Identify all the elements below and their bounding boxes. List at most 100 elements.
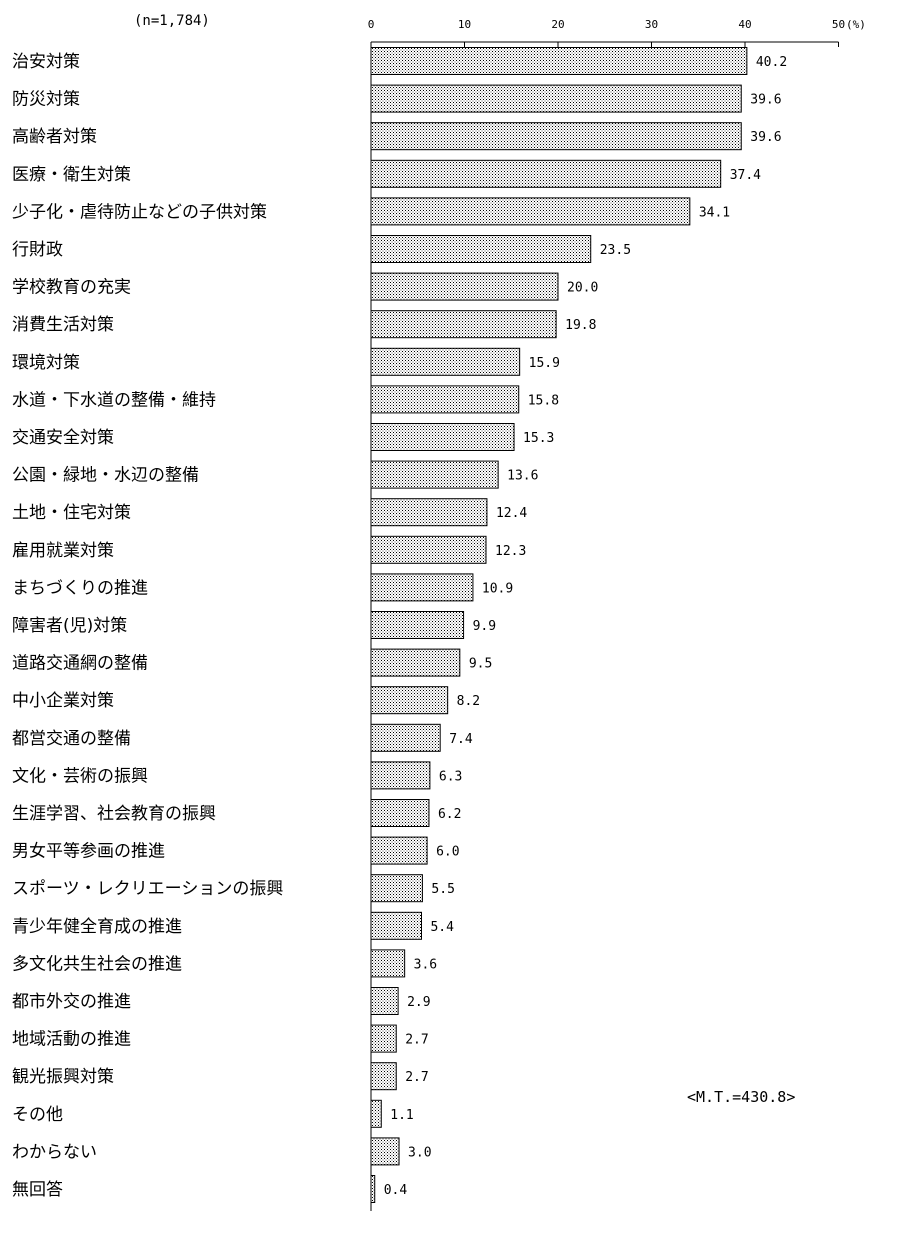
mt-label: <M.T.=430.8> [687, 1088, 795, 1106]
x-tick-label: 10 [458, 18, 471, 31]
bar [370, 573, 474, 602]
value-label: 5.4 [430, 920, 454, 935]
bar [370, 272, 559, 301]
category-label: 高齢者対策 [12, 127, 97, 147]
category-label: 都市外交の推進 [12, 992, 131, 1012]
value-label: 10.9 [482, 581, 513, 596]
value-label: 23.5 [600, 243, 631, 258]
value-label: 8.2 [457, 694, 480, 709]
category-label: その他 [12, 1105, 63, 1125]
bar [370, 611, 465, 639]
value-label: 19.8 [565, 318, 596, 333]
sample-size-label: (n=1,784) [134, 13, 210, 29]
category-label: 雇用就業対策 [12, 541, 114, 561]
bar [370, 911, 422, 940]
category-label: 治安対策 [12, 52, 80, 72]
bars-group: 治安対策 40.2 防災対策 39.6 高齢者対策 39.6 医療・衛生対策 37.4 少子化・… [12, 47, 787, 1203]
value-label: 5.5 [431, 882, 454, 897]
value-label: 40.2 [756, 55, 787, 70]
bar [370, 723, 441, 752]
category-label: 生涯学習、社会教育の振興 [12, 804, 216, 824]
category-label: 交通安全対策 [12, 428, 114, 448]
category-label: 障害者(児)対策 [12, 616, 127, 636]
bar [370, 385, 520, 414]
value-label: 37.4 [730, 168, 761, 183]
category-label: 観光振興対策 [12, 1067, 114, 1087]
bar [370, 535, 487, 564]
category-label: 学校教育の充実 [12, 278, 131, 298]
bar [370, 874, 423, 903]
value-label: 9.5 [469, 657, 492, 672]
category-label: 都営交通の整備 [12, 729, 131, 749]
bar [370, 686, 449, 715]
category-label: 中小企業対策 [12, 691, 114, 711]
bar [370, 648, 461, 677]
category-label: 土地・住宅対策 [12, 503, 131, 523]
category-label: まちづくりの推進 [12, 578, 148, 598]
category-label: 多文化共生社会の推進 [12, 954, 182, 974]
category-label: スポーツ・レクリエーションの振興 [12, 879, 283, 899]
category-label: わからない [12, 1142, 97, 1162]
bar [370, 836, 428, 865]
value-label: 39.6 [750, 93, 781, 108]
value-label: 3.0 [408, 1145, 431, 1160]
value-label: 0.4 [384, 1183, 408, 1198]
category-label: 青少年健全育成の推進 [12, 917, 182, 937]
bar [370, 197, 691, 226]
bar [370, 122, 742, 151]
value-label: 7.4 [449, 732, 473, 747]
category-label: 少子化・虐待防止などの子供対策 [12, 202, 267, 222]
value-label: 2.9 [407, 995, 430, 1010]
value-label: 6.3 [439, 769, 462, 784]
x-tick-label: 20 [551, 18, 564, 31]
bar [370, 159, 722, 188]
category-label: 行財政 [12, 240, 63, 260]
value-label: 12.4 [496, 506, 527, 521]
category-label: 文化・芸術の振興 [12, 766, 148, 786]
category-label: 消費生活対策 [12, 315, 114, 335]
value-label: 34.1 [699, 205, 730, 220]
x-tick-label: 50 [832, 18, 845, 31]
bar [370, 987, 399, 1015]
value-label: 6.2 [438, 807, 461, 822]
category-label: 公園・緑地・水辺の整備 [12, 466, 199, 486]
bar [370, 949, 406, 978]
value-label: 15.8 [528, 393, 559, 408]
bar [370, 761, 431, 790]
bar [370, 1137, 400, 1166]
value-label: 15.3 [523, 431, 554, 446]
category-label: 防災対策 [12, 90, 80, 110]
bar [370, 460, 499, 489]
value-label: 2.7 [405, 1070, 428, 1085]
category-label: 道路交通網の整備 [12, 654, 148, 674]
category-label: 医療・衛生対策 [12, 165, 131, 185]
value-label: 20.0 [567, 281, 598, 296]
bar [370, 84, 742, 113]
value-label: 9.9 [473, 619, 496, 634]
bar [370, 347, 521, 376]
category-label: 地域活動の推進 [12, 1030, 131, 1050]
x-tick-label: 0 [368, 18, 375, 31]
value-label: 12.3 [495, 544, 526, 559]
bar [370, 47, 748, 75]
x-tick-label: 30 [645, 18, 658, 31]
value-label: 2.7 [405, 1033, 428, 1048]
bar [370, 498, 488, 527]
category-label: 無回答 [12, 1180, 63, 1200]
bar [370, 310, 557, 339]
value-label: 1.1 [390, 1108, 413, 1123]
x-tick-label: 40 [738, 18, 751, 31]
bar [370, 1175, 376, 1203]
category-label: 環境対策 [12, 353, 80, 373]
category-label: 水道・下水道の整備・維持 [12, 390, 216, 410]
value-label: 6.0 [436, 845, 459, 860]
bar [370, 235, 592, 263]
category-label: 男女平等参画の推進 [12, 842, 165, 862]
value-label: 13.6 [507, 469, 538, 484]
bar [370, 1024, 397, 1053]
bar [370, 799, 430, 827]
value-label: 15.9 [529, 356, 560, 371]
value-label: 39.6 [750, 130, 781, 145]
bar [370, 1099, 382, 1128]
